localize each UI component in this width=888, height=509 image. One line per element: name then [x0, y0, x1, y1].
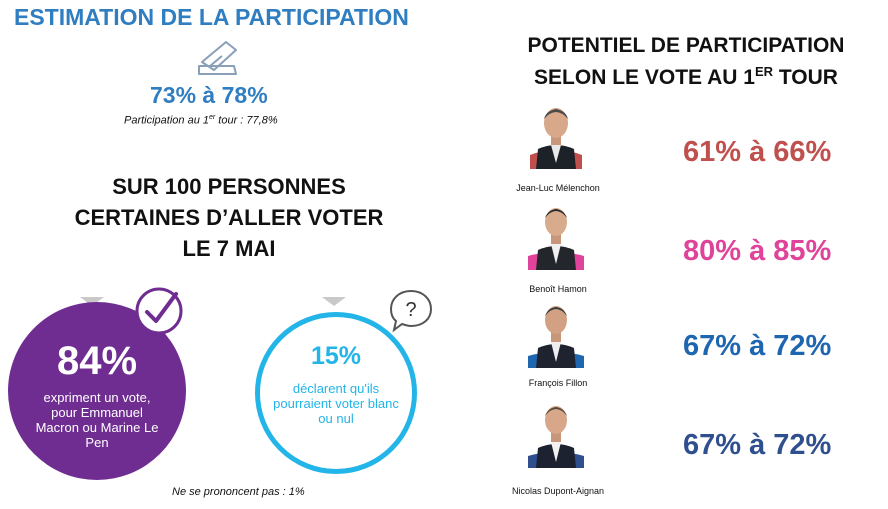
candidate-photo — [526, 103, 586, 169]
candidate-name: François Fillon — [528, 378, 588, 388]
svg-text:?: ? — [405, 299, 416, 321]
potential-title-line-1: POTENTIEL DE PARTICIPATION — [527, 34, 845, 57]
no-answer-note: Ne se prononcent pas : 1% — [172, 486, 305, 498]
candidate-range: 80% à 85% — [683, 235, 832, 267]
arrow-down-icon — [322, 297, 346, 306]
first-round-participation: Participation au 1er tour : 77,8% — [124, 114, 278, 127]
candidate-range: 67% à 72% — [683, 330, 832, 362]
subheading-line-1: SUR 100 PERSONNES — [112, 174, 346, 199]
candidate-name: Jean-Luc Mélenchon — [516, 183, 600, 193]
candidate-photo — [526, 204, 586, 270]
potential-title-line-2: SELON LE VOTE AU 1ER TOUR — [534, 64, 838, 89]
participation-range: 73% à 78% — [150, 82, 268, 108]
arrow-down-icon — [80, 297, 104, 306]
subheading-line-3: LE 7 MAI — [182, 236, 276, 261]
candidate-name: Nicolas Dupont-Aignan — [511, 486, 605, 496]
vote-stat-percent: 84% — [56, 339, 138, 383]
blank-vote-stat-circle: 15% déclarent qu'ils pourraient voter bl… — [255, 312, 417, 474]
candidate-range: 67% à 72% — [683, 429, 832, 461]
candidate-photo — [526, 302, 586, 368]
blank-vote-stat-text: déclarent qu'ils pourraient voter blanc … — [273, 381, 399, 426]
subheading: SUR 100 PERSONNES CERTAINES D’ALLER VOTE… — [28, 171, 430, 264]
blank-vote-stat-percent: 15% — [310, 342, 362, 370]
checkmark-icon — [135, 287, 183, 335]
candidate-name: Benoît Hamon — [529, 284, 587, 294]
subheading-line-2: CERTAINES D’ALLER VOTER — [74, 205, 384, 230]
candidate-range: 61% à 66% — [683, 136, 832, 168]
question-bubble-icon: ? — [389, 289, 433, 333]
potential-title: POTENTIEL DE PARTICIPATION SELON LE VOTE… — [490, 33, 882, 91]
vote-stat-text: expriment un vote, pour Emmanuel Macron … — [35, 390, 159, 450]
ballot-box-icon — [198, 41, 237, 75]
participation-title: ESTIMATION DE LA PARTICIPATION — [14, 4, 409, 30]
candidate-photo — [526, 402, 586, 468]
